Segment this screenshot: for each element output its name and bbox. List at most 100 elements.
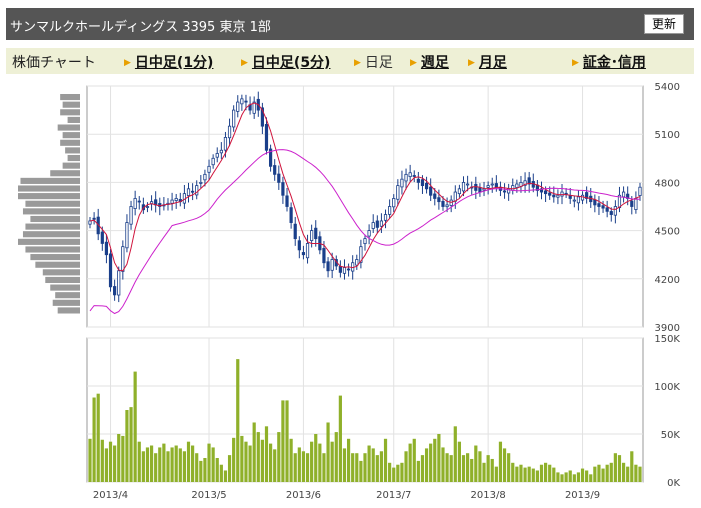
candle-body	[383, 214, 388, 221]
tab-monthly[interactable]: ▶ 月足	[468, 52, 507, 72]
candle-body	[191, 190, 195, 193]
volume-bar	[400, 462, 404, 482]
volume-bar	[223, 470, 228, 482]
candle-body	[420, 179, 425, 187]
volume-profile-bar	[60, 94, 80, 101]
volume-profile-bar	[55, 292, 80, 299]
volume-bar	[240, 435, 244, 482]
moving-average-long-line	[89, 149, 641, 315]
tab-intraday-5min[interactable]: ▶ 日中足(5分)	[241, 52, 330, 72]
candle-body	[301, 252, 306, 256]
stock-title: サンマルクホールディングス 3395 東京 1部	[10, 20, 271, 35]
volume-bar	[301, 451, 306, 482]
volume-bar	[117, 434, 121, 482]
price-tick-label: 4800	[655, 178, 680, 189]
candle-body	[346, 268, 351, 271]
candle-body	[88, 220, 92, 225]
price-tick-label: 4200	[655, 275, 680, 286]
volume-bar	[121, 435, 125, 482]
volume-panel: 150K 100K 50K 0K 2013/4 2013/5 2013/6 2013/7 201…	[86, 334, 681, 501]
candle-body	[236, 101, 240, 112]
volume-tick-label: 50K	[661, 430, 681, 441]
candle-body	[556, 194, 560, 198]
volume-profile-bar	[67, 116, 80, 123]
volume-tick-label: 0K	[667, 478, 680, 489]
volume-bar	[182, 451, 187, 482]
volume-bar	[523, 467, 527, 482]
candle-body	[461, 181, 466, 192]
candle-body	[580, 194, 585, 201]
volume-bar	[461, 455, 466, 482]
volume-bar	[273, 449, 277, 482]
volume-bar	[527, 466, 531, 482]
candle-body	[129, 206, 133, 225]
tab-intraday-1min[interactable]: ▶ 日中足(1分)	[124, 52, 213, 72]
candle-body	[523, 180, 527, 186]
volume-bar	[453, 426, 457, 482]
volume-bar	[605, 464, 609, 482]
volume-bar	[186, 441, 191, 482]
candle-body	[433, 193, 437, 199]
volume-profile-bar	[57, 307, 80, 314]
price-tick-label: 4500	[655, 227, 680, 238]
volume-bar	[129, 407, 133, 482]
volume-bar	[232, 437, 236, 482]
candle-body	[560, 191, 564, 197]
volume-bar	[564, 472, 568, 482]
volume-bar	[470, 458, 474, 482]
volume-bar	[260, 439, 264, 482]
volume-bar	[363, 453, 367, 482]
volume-bar	[404, 451, 408, 482]
candle-body	[404, 173, 408, 182]
candle-body	[199, 181, 203, 184]
candle-body	[227, 125, 232, 139]
volume-profile-bar	[18, 185, 80, 192]
volume-bar	[162, 443, 166, 482]
volume-bar	[203, 458, 207, 482]
volume-bar	[367, 445, 371, 482]
price-panel: 5400 5100 4800 4500 4200 3900	[18, 82, 680, 334]
tab-weekly[interactable]: ▶ 週足	[410, 52, 449, 72]
volume-profile-bar	[62, 101, 80, 108]
candle-body	[453, 191, 457, 202]
volume-bar	[490, 458, 494, 482]
candle-body	[137, 200, 141, 203]
candle-body	[474, 183, 478, 191]
candle-body	[486, 185, 490, 188]
volume-bar	[277, 432, 281, 482]
candle-body	[601, 205, 605, 209]
tab-intraday-5min-label: 日中足(5分)	[251, 55, 331, 71]
volume-bar	[158, 447, 162, 482]
volume-profile-bar	[42, 269, 80, 276]
candle-body	[527, 177, 531, 185]
volume-bar	[408, 443, 412, 482]
tab-daily[interactable]: ▶ 日足	[354, 52, 393, 72]
volume-bar	[100, 439, 104, 482]
candle-body	[289, 207, 293, 223]
volume-bar	[322, 453, 326, 482]
volume-bar	[207, 443, 211, 482]
candle-body	[511, 185, 515, 191]
volume-bar	[342, 448, 347, 482]
candle-body	[215, 153, 219, 158]
volume-bar	[548, 464, 552, 482]
refresh-button[interactable]: 更新	[643, 14, 684, 34]
chart-tab-bar: 株価チャート ▶ 日中足(1分) ▶ 日中足(5分) ▶ 日足 ▶ 週足 ▶ 月足 ▶ 証金…	[6, 48, 694, 74]
volume-bar	[326, 422, 330, 482]
candle-body	[355, 259, 359, 266]
volume-bar	[416, 460, 420, 482]
volume-bar	[211, 447, 215, 482]
volume-bar	[305, 453, 310, 482]
volume-bar	[166, 451, 170, 482]
candle-body	[125, 222, 129, 249]
volume-bar	[482, 462, 486, 482]
arrow-right-icon: ▶	[241, 58, 248, 68]
volume-bar	[108, 441, 113, 482]
volume-bar	[125, 410, 129, 482]
volume-profile-bar	[25, 246, 80, 253]
volume-bar	[355, 453, 359, 482]
candle-body	[572, 199, 576, 202]
candle-body	[92, 217, 96, 220]
tab-margin-credit[interactable]: ▶ 証金･信用	[572, 52, 646, 72]
candle-body	[117, 270, 121, 296]
